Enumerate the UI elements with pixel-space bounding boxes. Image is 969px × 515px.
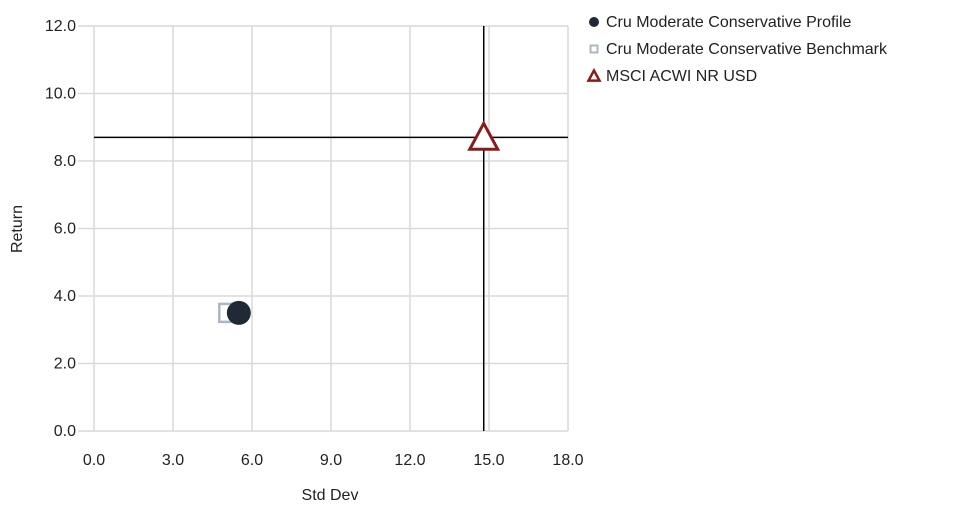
tick-label-layer: 0.0 3.0 6.0 9.0 12.0 15.0 18.0 0.0 2.0 4.0 6.0 8.0 1… (45, 18, 584, 469)
legend-marker-triangle (586, 67, 602, 82)
y-tick-label: 2.0 (54, 356, 76, 373)
x-tick-label: 9.0 (320, 452, 342, 469)
y-axis-title: Return (9, 205, 26, 253)
data-point-circle (226, 300, 251, 325)
legend-label: Cru Moderate Conservative Profile (606, 14, 852, 31)
legend-marker-circle (589, 17, 599, 27)
x-tick-label: 12.0 (394, 452, 425, 469)
legend-label: MSCI ACWI NR USD (606, 68, 757, 85)
y-tick-label: 6.0 (54, 221, 76, 238)
y-tick-label: 10.0 (45, 86, 76, 103)
x-tick-label: 0.0 (83, 452, 105, 469)
grid-layer (78, 25, 569, 432)
y-tick-label: 0.0 (54, 423, 76, 440)
y-tick-label: 8.0 (54, 153, 76, 170)
x-tick-label: 18.0 (552, 452, 583, 469)
data-point-layer (218, 120, 501, 325)
y-tick-label: 4.0 (54, 288, 76, 305)
legend: Cru Moderate Conservative Profile Cru Mod… (586, 14, 888, 85)
x-tick-label: 3.0 (162, 452, 184, 469)
x-tick-label: 6.0 (241, 452, 263, 469)
x-tick-label: 15.0 (473, 452, 504, 469)
y-tick-label: 12.0 (45, 18, 76, 35)
legend-marker-square (589, 44, 599, 54)
x-axis-title: Std Dev (302, 487, 359, 504)
legend-label: Cru Moderate Conservative Benchmark (606, 41, 888, 58)
data-point-triangle (467, 120, 501, 151)
